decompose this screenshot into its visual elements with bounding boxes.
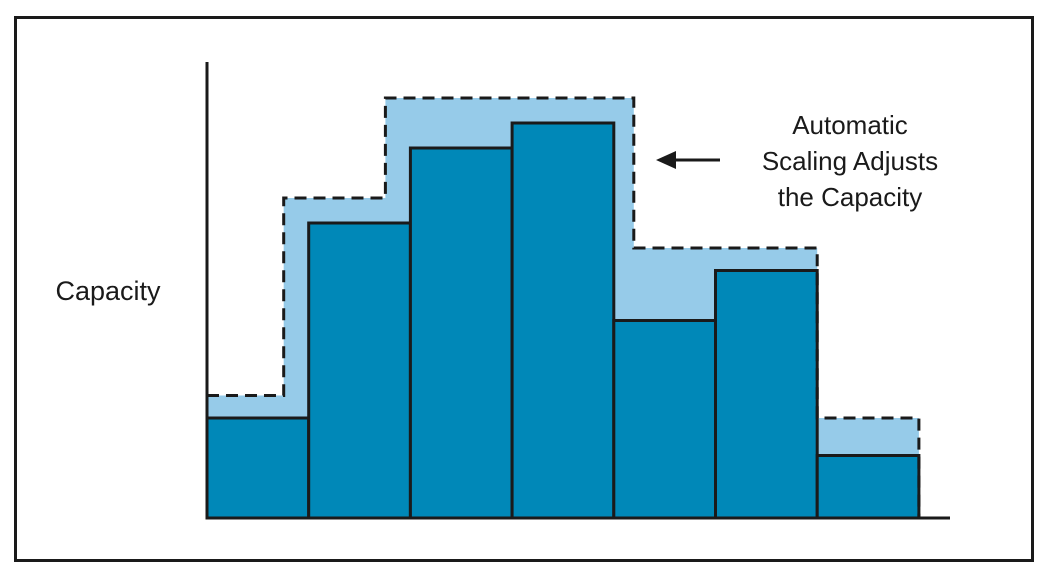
demand-bar [408, 146, 514, 520]
annotation-line-2: Scaling Adjusts [762, 146, 938, 176]
demand-bar [714, 269, 819, 520]
annotation: Automatic Scaling Adjusts the Capacity [656, 110, 938, 212]
demand-bar [510, 121, 616, 520]
annotation-line-1: Automatic [792, 110, 908, 140]
y-axis-label: Capacity [55, 276, 161, 306]
demand-bar [205, 416, 311, 520]
annotation-line-3: the Capacity [778, 182, 923, 212]
demand-bar [612, 319, 717, 520]
demand-bar [815, 454, 921, 520]
demand-bar [307, 221, 412, 520]
annotation-arrow-head [656, 151, 676, 169]
capacity-dashed-outline [207, 96, 921, 518]
